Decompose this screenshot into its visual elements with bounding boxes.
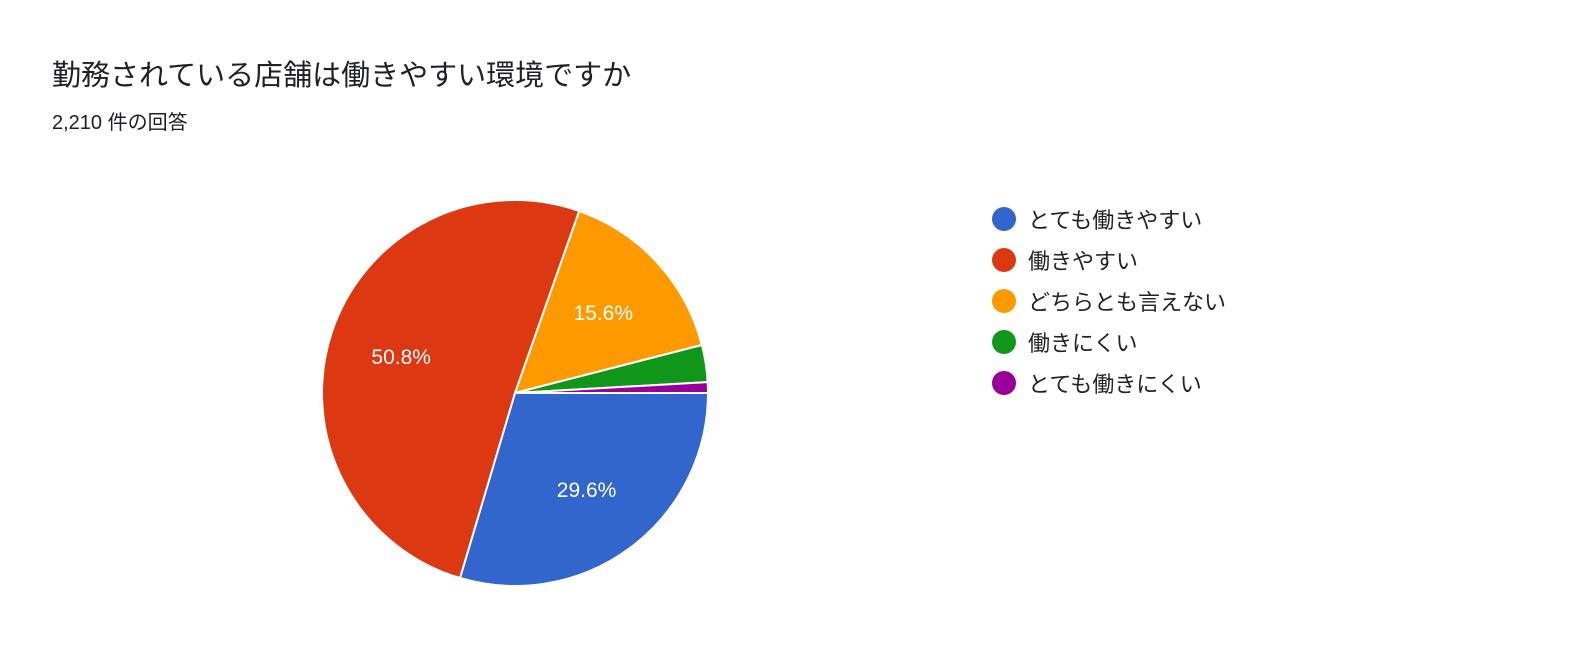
slice-label: 29.6% xyxy=(557,479,617,502)
response-count: 2,210 件の回答 xyxy=(52,112,188,134)
legend-swatch xyxy=(992,247,1016,272)
legend-item[interactable]: 働きにくい xyxy=(992,321,1226,362)
chart-title: 勤務されている店舗は働きやすい環境ですか xyxy=(52,60,632,92)
legend-item[interactable]: とても働きやすい xyxy=(992,198,1226,239)
legend-label: とても働きやすい xyxy=(1028,207,1203,233)
legend-swatch xyxy=(992,329,1016,354)
legend-label: とても働きにくい xyxy=(1028,371,1202,397)
pie-slice[interactable] xyxy=(458,392,710,587)
legend-label: どちらとも言えない xyxy=(1028,289,1227,315)
pie-slice[interactable] xyxy=(513,209,704,395)
legend-swatch xyxy=(992,288,1016,313)
legend-swatch xyxy=(992,370,1016,395)
slice-label: 50.8% xyxy=(371,346,431,369)
legend-item[interactable]: どちらとも言えない xyxy=(992,280,1226,321)
legend: とても働きやすい 働きやすいどちらとも言えない 働きにくいとても働きにくい xyxy=(992,198,1226,403)
legend-item[interactable]: とても働きにくい xyxy=(992,362,1226,403)
legend-label: 働きにくい xyxy=(1028,330,1138,356)
legend-swatch xyxy=(992,206,1016,231)
legend-item[interactable]: 働きやすい xyxy=(992,239,1226,280)
legend-label: 働きやすい xyxy=(1028,248,1139,274)
pie-slice[interactable] xyxy=(321,199,581,580)
pie-slice[interactable] xyxy=(514,381,710,394)
slice-label: 15.6% xyxy=(573,302,633,325)
